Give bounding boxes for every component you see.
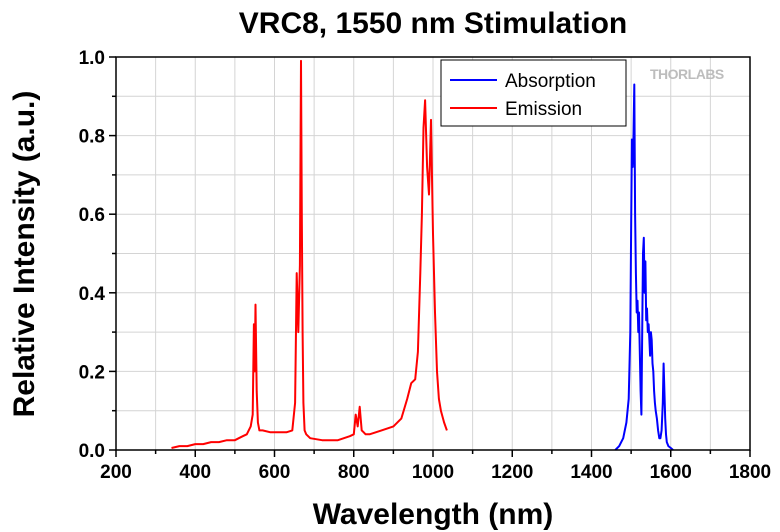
thorlabs-logo: THORLABS [650, 66, 724, 82]
x-tick-label: 1800 [729, 462, 771, 483]
series-line-absorption [614, 83, 674, 451]
x-tick-label: 600 [259, 462, 291, 483]
chart-title: VRC8, 1550 nm Stimulation [239, 7, 627, 40]
axis-ticks [109, 56, 751, 457]
plot-series [171, 59, 674, 451]
legend-label-emission: Emission [505, 99, 582, 120]
x-tick-label: 800 [338, 462, 370, 483]
x-tick-label: 1200 [491, 462, 533, 483]
legend-box [440, 59, 627, 127]
y-tick-label: 0.8 [79, 127, 105, 148]
y-tick-label: 1.0 [79, 48, 105, 69]
y-tick-label: 0.0 [79, 441, 105, 462]
y-tick-label: 0.2 [79, 362, 105, 383]
x-axis-label: Wavelength (nm) [313, 498, 554, 531]
legend-label-absorption: Absorption [505, 71, 596, 92]
x-tick-label: 1400 [570, 462, 612, 483]
x-tick-label: 1000 [412, 462, 454, 483]
legend: Absorption Emission [440, 59, 627, 127]
x-tick-label: 1600 [650, 462, 692, 483]
tick-labels: 200 400 600 800 1000 1200 1400 1600 1800 0.0 0.2 0.… [79, 48, 772, 483]
y-axis-label: Relative Intensity (a.u.) [8, 91, 41, 418]
y-tick-label: 0.4 [79, 284, 106, 305]
y-tick-label: 0.6 [79, 205, 105, 226]
series-line-emission [171, 59, 448, 449]
x-tick-label: 200 [100, 462, 132, 483]
x-tick-label: 400 [179, 462, 211, 483]
